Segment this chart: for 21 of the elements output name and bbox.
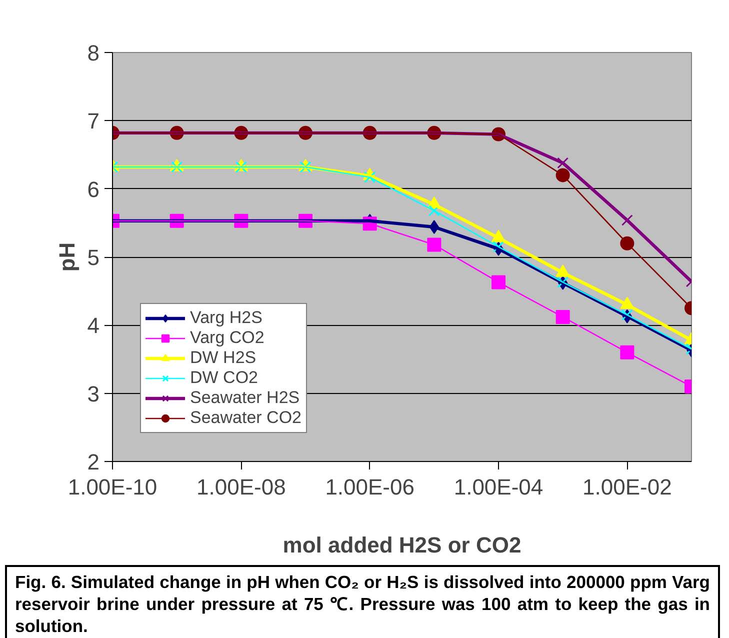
y-tick-label: 2: [87, 450, 100, 474]
legend-label: Varg H2S: [190, 308, 262, 328]
x-tick-label: 1.00E-10: [68, 474, 158, 500]
legend-label: Varg CO2: [190, 328, 264, 348]
y-axis-title: pH: [54, 242, 80, 272]
legend-label: Seawater H2S: [190, 388, 300, 408]
y-tick-label: 3: [87, 381, 100, 406]
legend-label: Seawater CO2: [190, 408, 302, 428]
x-tick-label: 1.00E-08: [196, 474, 286, 500]
x-tick-label: 1.00E-04: [454, 474, 544, 500]
legend-label: DW CO2: [190, 368, 258, 388]
y-tick-label: 4: [87, 313, 100, 338]
legend-label: DW H2S: [190, 348, 256, 368]
y-tick-label: 8: [87, 40, 100, 66]
caption: Fig. 6. Simulated change in pH when CO₂ or H₂S is dissolved into 200000 ppm Varg reservoir brine under pressure at 75 ℃. Pressure was 100 atm to keep the gas in solution.: [15, 571, 710, 637]
y-tick-label: 5: [87, 245, 100, 270]
x-tick-label: 1.00E-06: [325, 474, 414, 500]
x-tick-label: 1.00E-02: [582, 474, 672, 500]
x-axis-title: mol added H2S or CO2: [282, 532, 522, 558]
y-tick-label: 6: [87, 176, 100, 202]
y-tick-label: 7: [87, 108, 100, 134]
